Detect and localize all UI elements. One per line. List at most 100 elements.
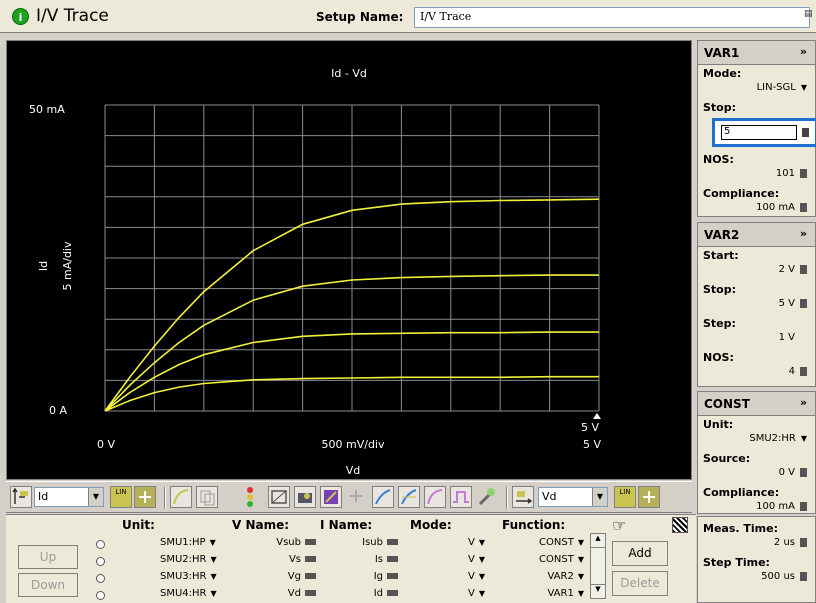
function-select[interactable]: VAR1 ▼ [520,588,584,599]
keyboard-icon[interactable] [387,573,398,579]
iname-field[interactable]: Isub [338,537,398,548]
down-button[interactable]: Down [18,573,78,597]
y-axis-select[interactable]: Id ▼ [34,487,104,507]
row-select-radio[interactable] [96,574,105,583]
calculator-icon[interactable] [802,128,809,137]
calculator-icon[interactable] [800,467,807,477]
vname-field[interactable]: Vs [256,554,316,565]
const-source-field[interactable]: 0 V [698,467,815,484]
channel-scrollbar[interactable]: ▲ ▼ [590,533,606,599]
row-select-radio[interactable] [96,591,105,600]
line-fit-icon[interactable] [372,486,394,508]
x-axis-select[interactable]: Vd ▼ [538,487,608,507]
calculator-icon[interactable] [800,202,807,212]
keyboard-icon[interactable] [305,590,316,596]
up-button[interactable]: Up [18,545,78,569]
keyboard-icon[interactable] [305,539,316,545]
function-select[interactable]: CONST ▼ [520,554,584,565]
pulse-icon[interactable] [450,486,472,508]
var1-nos-field[interactable]: 101 [698,168,815,185]
regression-icon[interactable] [424,486,446,508]
table-row[interactable]: SMU4:HR ▼ Vd Id V ▼ VAR1 ▼ [6,588,606,603]
const-compliance-field[interactable]: 100 mA [698,501,815,518]
function-select[interactable]: CONST ▼ [520,537,584,548]
iname-field[interactable]: Id [338,588,398,599]
calculator-icon[interactable] [800,264,807,274]
delete-button[interactable]: Delete [612,571,668,596]
y-add-grid-icon[interactable] [134,486,156,508]
wrench-icon[interactable] [476,486,498,508]
info-icon[interactable]: i [12,8,29,25]
keyboard-icon[interactable] [387,539,398,545]
var2-start-field[interactable]: 2 V [698,264,815,281]
row-select-radio[interactable] [96,540,105,549]
const-unit-select[interactable]: SMU2:HR ▼ [698,433,815,450]
y-axis-scale-icon[interactable] [10,486,32,508]
calculator-icon[interactable] [800,298,807,308]
vname-field[interactable]: Vsub [256,537,316,548]
var2-header[interactable]: VAR2 » [698,223,815,247]
setup-name-input[interactable]: I/V Trace [414,7,810,28]
copy-tool-icon[interactable] [196,486,218,508]
calculator-icon[interactable] [800,571,807,581]
x-lin-toggle[interactable]: LIN [614,486,636,508]
row-select-radio[interactable] [96,557,105,566]
calculator-icon[interactable] [800,501,807,511]
unit-select[interactable]: SMU2:HR ▼ [160,554,217,565]
tangent-icon[interactable] [398,486,420,508]
scroll-up-icon[interactable]: ▲ [591,534,605,548]
x-add-grid-icon[interactable] [638,486,660,508]
var1-mode-select[interactable]: LIN-SGL ▼ [698,82,815,99]
vname-field[interactable]: Vg [256,571,316,582]
var2-stop-field[interactable]: 5 V [698,298,815,315]
mode-select[interactable]: V ▼ [468,571,485,582]
var1-stop-input[interactable]: 5 [721,125,797,140]
function-select[interactable]: VAR2 ▼ [520,571,584,582]
collapse-icon[interactable]: » [799,396,807,409]
var2-step-field[interactable]: 1 V [698,332,815,349]
pattern-toggle-icon[interactable] [672,517,688,533]
unit-select[interactable]: SMU4:HR ▼ [160,588,217,599]
scale-tool-icon[interactable] [320,486,342,508]
keyboard-icon[interactable] [387,590,398,596]
table-row[interactable]: SMU1:HP ▼ Vsub Isub V ▼ CONST ▼ [6,537,606,552]
meas-time-field[interactable]: 2 us [698,537,815,554]
var2-panel: VAR2 » Start: 2 V Stop: 5 V Step: 1 V NOS… [697,222,816,387]
iname-field[interactable]: Ig [338,571,398,582]
marker-tool-icon[interactable] [294,486,316,508]
keyboard-icon[interactable] [387,556,398,562]
add-button[interactable]: Add [612,541,668,566]
y-lin-toggle[interactable]: LIN [110,486,132,508]
step-time-field[interactable]: 500 us [698,571,815,588]
vname-field[interactable]: Vd [256,588,316,599]
unit-select[interactable]: SMU3:HR ▼ [160,571,217,582]
keyboard-icon[interactable] [305,556,316,562]
pointer-hand-icon[interactable]: ☞ [612,516,627,535]
var1-compliance-field[interactable]: 100 mA [698,202,815,219]
calculator-icon[interactable] [800,168,807,178]
calculator-icon[interactable] [800,537,807,547]
curve-tool-icon[interactable] [170,486,192,508]
table-row[interactable]: SMU2:HR ▼ Vs Is V ▼ CONST ▼ [6,554,606,569]
var1-stop-field[interactable]: 5 [712,118,816,147]
setup-menu-icon[interactable]: ▤ [804,9,813,19]
mode-select[interactable]: V ▼ [468,537,485,548]
iname-field[interactable]: Is [338,554,398,565]
table-row[interactable]: SMU3:HR ▼ Vg Ig V ▼ VAR2 ▼ [6,571,606,586]
mode-select[interactable]: V ▼ [468,588,485,599]
const-header[interactable]: CONST » [698,392,815,416]
keyboard-icon[interactable] [305,573,316,579]
var1-header[interactable]: VAR1 » [698,41,815,65]
mode-select[interactable]: V ▼ [468,554,485,565]
graph-area[interactable]: Id - Vd 50 mA 0 A 0 V 500 mV/div 5 V Vd … [6,40,692,480]
const-source-label: Source: [703,452,751,465]
traffic-light-icon[interactable] [242,486,264,508]
unit-select[interactable]: SMU1:HP ▼ [160,537,216,548]
calculator-icon[interactable] [800,366,807,376]
collapse-icon[interactable]: » [799,227,807,240]
collapse-icon[interactable]: » [799,45,807,58]
var2-nos-field[interactable]: 4 [698,366,815,383]
x-axis-scale-icon[interactable] [512,486,534,508]
scroll-down-icon[interactable]: ▼ [591,584,605,598]
zoom-box-icon[interactable] [268,486,290,508]
